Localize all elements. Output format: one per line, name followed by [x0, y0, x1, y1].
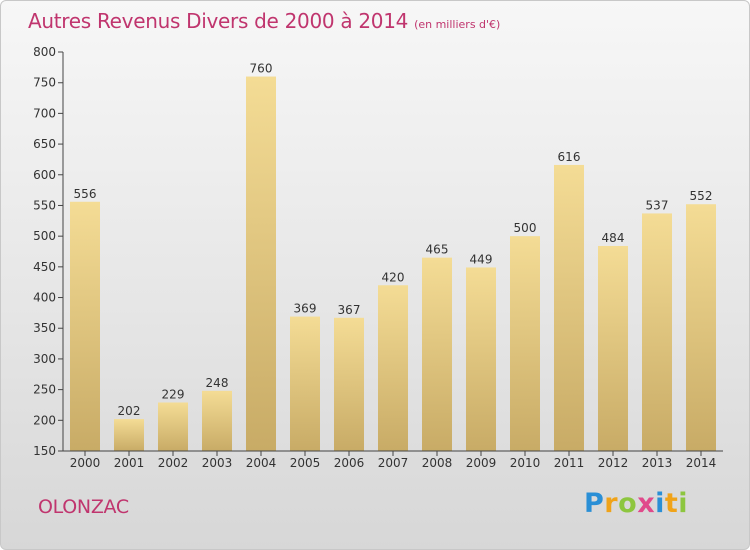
bar-value-label: 465 — [426, 243, 449, 257]
x-tick-label: 2003 — [202, 456, 233, 470]
bar-value-label: 616 — [558, 150, 581, 164]
brand-letter: o — [618, 488, 638, 519]
bar-value-label: 367 — [338, 303, 361, 317]
brand-letter: x — [637, 488, 656, 519]
bars: 556 202 229 248 760 369 367 420 465 449 500 616 484 5… — [70, 62, 716, 452]
y-tick-label: 800 — [33, 45, 56, 59]
y-tick-label: 350 — [33, 321, 56, 335]
bar-2002 — [158, 402, 188, 451]
y-tick-label: 550 — [33, 198, 56, 212]
bar-2009 — [466, 267, 496, 451]
chart-title-text: Autres Revenus Divers de 2000 à 2014 — [28, 9, 409, 33]
brand-letter: i — [678, 488, 689, 519]
y-tick-label: 200 — [33, 413, 56, 427]
x-tick-label: 2006 — [334, 456, 365, 470]
y-tick-label: 750 — [33, 76, 56, 90]
y-tick-label: 300 — [33, 352, 56, 366]
bar-value-label: 420 — [382, 270, 405, 284]
chart-title: Autres Revenus Divers de 2000 à 2014 (en … — [28, 9, 500, 33]
bar-value-label: 202 — [118, 404, 141, 418]
bar-value-label: 449 — [470, 252, 493, 266]
bar-2013 — [642, 213, 672, 451]
bar-value-label: 760 — [250, 62, 273, 76]
bar-2012 — [598, 245, 628, 451]
bar-2004 — [246, 76, 276, 452]
x-tick-label: 2002 — [158, 456, 189, 470]
x-tick-label: 2001 — [114, 456, 145, 470]
brand-letter: r — [604, 488, 619, 519]
brand-letter: i — [655, 488, 665, 519]
chart-subtitle: (en milliers d'€) — [414, 18, 501, 31]
brand-letter: P — [584, 488, 605, 519]
bar-2005 — [290, 316, 320, 451]
proxiti-logo: Proxiti — [584, 488, 688, 519]
y-axis: 150 200 250 300 350 400 450 500 550 600 650 700 750 8… — [33, 45, 64, 458]
x-tick-label: 2013 — [642, 456, 673, 470]
bar-value-label: 369 — [294, 302, 317, 316]
bar-value-label: 248 — [206, 376, 229, 390]
x-axis: 2000 2001 2002 2003 2004 2005 2006 2007 2008 2009… — [63, 450, 723, 470]
x-tick-label: 2004 — [246, 456, 277, 470]
bar-2014 — [686, 204, 716, 451]
y-tick-label: 250 — [33, 383, 56, 397]
bar-value-label: 500 — [514, 221, 537, 235]
x-tick-label: 2009 — [466, 456, 497, 470]
bar-2008 — [422, 257, 452, 451]
bar-value-label: 484 — [602, 231, 625, 245]
brand-letter: t — [664, 488, 679, 519]
x-tick-label: 2007 — [378, 456, 409, 470]
bar-value-label: 552 — [690, 189, 713, 203]
x-tick-label: 2010 — [510, 456, 541, 470]
y-tick-label: 600 — [33, 168, 56, 182]
y-tick-label: 400 — [33, 291, 56, 305]
y-tick-label: 150 — [33, 444, 56, 458]
x-tick-label: 2014 — [686, 456, 717, 470]
town-name: OLONZAC — [38, 496, 129, 518]
x-tick-label: 2011 — [554, 456, 585, 470]
y-tick-label: 700 — [33, 106, 56, 120]
x-tick-label: 2012 — [598, 456, 629, 470]
bar-value-label: 556 — [74, 187, 97, 201]
y-tick-label: 450 — [33, 260, 56, 274]
bar-2000 — [70, 201, 100, 451]
bar-value-label: 537 — [646, 198, 669, 212]
bar-2011 — [554, 164, 584, 451]
x-tick-label: 2005 — [290, 456, 321, 470]
bar-value-label: 229 — [162, 388, 185, 402]
bar-2001 — [114, 419, 144, 451]
y-tick-label: 650 — [33, 137, 56, 151]
x-tick-label: 2000 — [70, 456, 101, 470]
bar-2006 — [334, 317, 364, 451]
bar-2010 — [510, 236, 540, 451]
y-tick-label: 500 — [33, 229, 56, 243]
bar-2007 — [378, 285, 408, 451]
x-tick-label: 2008 — [422, 456, 453, 470]
bar-2003 — [202, 390, 232, 451]
